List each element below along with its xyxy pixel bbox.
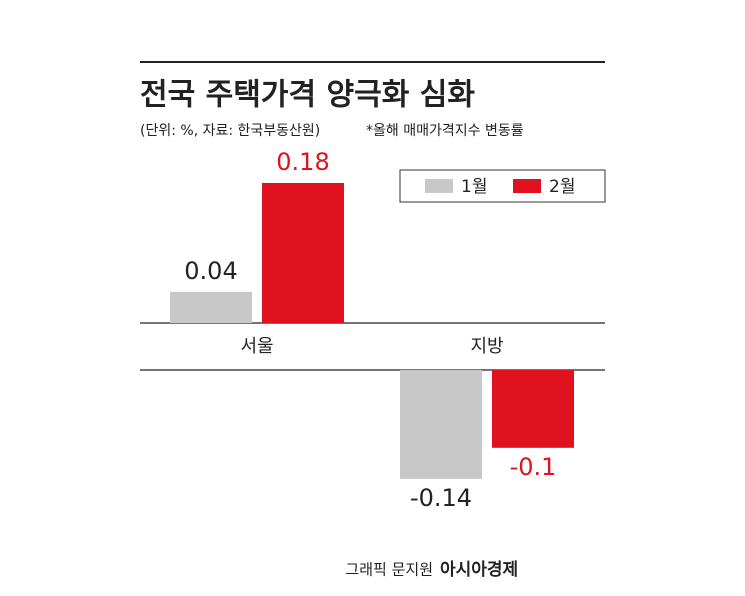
bar [400,370,482,479]
value-label: -0.1 [510,453,557,481]
legend-box [399,169,606,203]
subtitle: (단위: %, 자료: 한국부동산원) [140,123,320,139]
bar [492,370,574,448]
note: *올해 매매가격지수 변동률 [366,123,524,139]
value-label: 0.04 [184,257,237,285]
x-tick-label: 지방 [470,336,503,357]
credit: 그래픽 문지원 [345,561,433,579]
legend-swatch [513,179,541,193]
legend-label: 1월 [461,177,487,197]
value-label: 0.18 [276,148,329,176]
x-tick-label: 서울 [240,336,273,357]
value-label: -0.14 [410,484,472,512]
bar [170,291,252,323]
legend-label: 2월 [549,177,575,197]
brand: 아시아경제 [440,560,518,580]
chart-title: 전국 주택가격 양극화 심화 [140,78,475,113]
bar [262,182,344,323]
legend-swatch [425,179,453,193]
